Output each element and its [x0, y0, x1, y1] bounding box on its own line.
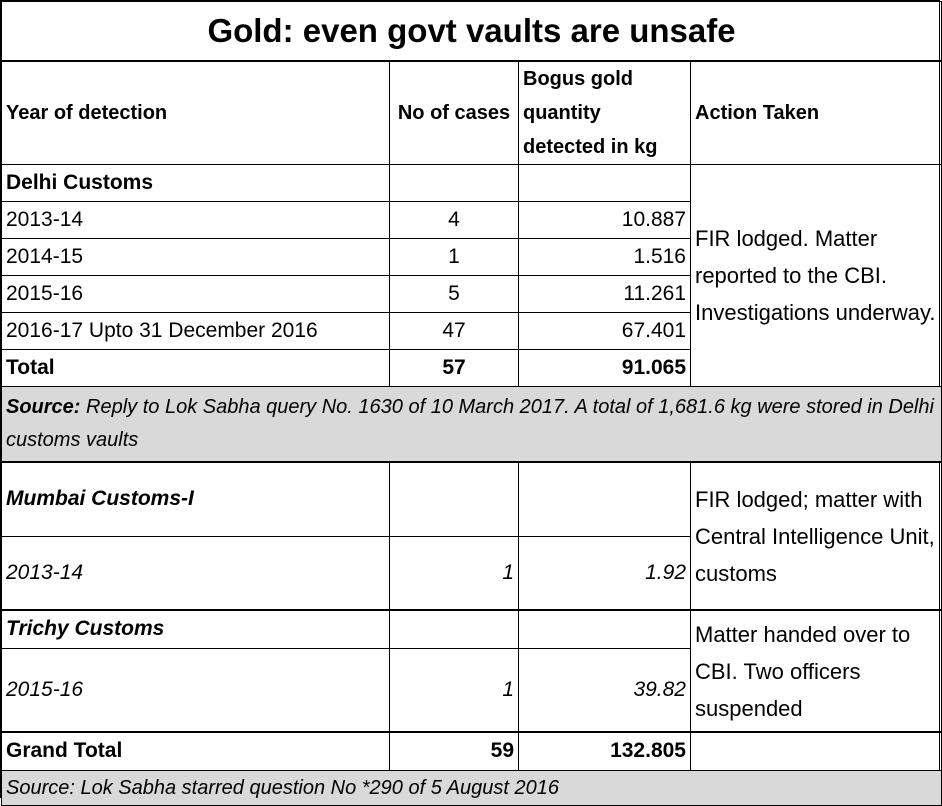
delhi-source: Source: Reply to Lok Sabha query No. 163…: [0, 386, 942, 463]
section-row-mumbai: Mumbai Customs-I FIR lodged; matter with…: [1, 461, 942, 611]
cases-cell: 1: [389, 647, 519, 733]
section-row-trichy: Trichy Customs Matter handed over to CBI…: [1, 609, 942, 733]
header-row: Year of detection No of cases Bogus gold…: [1, 60, 942, 165]
section-label-mumbai: Mumbai Customs-I: [1, 461, 390, 537]
table-row: 2013-14 4 10.887: [1, 201, 942, 239]
delhi-source-row: Source: Reply to Lok Sabha query No. 163…: [0, 386, 942, 463]
table-row: 2015-16 1 39.82: [1, 647, 942, 733]
grand-total-row: Grand Total 59 132.805: [1, 731, 942, 771]
total-label: Total: [1, 349, 390, 387]
year-cell: 2013-14: [1, 201, 390, 239]
table-row: 2013-14 1 1.92: [1, 535, 942, 611]
section-label-delhi: Delhi Customs: [1, 164, 390, 202]
header-cases: No of cases: [389, 60, 519, 165]
qty-cell: 1.516: [518, 238, 691, 276]
qty-cell: 67.401: [518, 312, 691, 350]
qty-cell: 39.82: [518, 647, 691, 733]
header-action: Action Taken: [689, 60, 942, 165]
grand-total-qty: 132.805: [518, 731, 691, 771]
year-cell: 2013-14: [1, 535, 390, 611]
year-cell: 2015-16: [1, 275, 390, 313]
grand-total-cases: 59: [389, 731, 519, 771]
delhi-action: FIR lodged. Matter reported to the CBI. …: [689, 164, 942, 387]
cases-cell: 1: [389, 238, 519, 276]
total-row: Total 57 91.065: [1, 349, 942, 387]
section-row-delhi: Delhi Customs FIR lodged. Matter reporte…: [1, 164, 942, 387]
section-label-trichy: Trichy Customs: [1, 609, 390, 649]
qty-cell: 10.887: [518, 201, 691, 239]
header-quantity: Bogus gold quantity detected in kg: [518, 60, 691, 165]
cases-cell: 4: [389, 201, 519, 239]
qty-cell: 1.92: [518, 535, 691, 611]
trichy-action: Matter handed over to CBI. Two officers …: [689, 609, 942, 733]
cases-cell: 47: [389, 312, 519, 350]
cases-cell: 5: [389, 275, 519, 313]
qty-cell: 11.261: [518, 275, 691, 313]
total-qty: 91.065: [518, 349, 691, 387]
header-year: Year of detection: [1, 60, 390, 165]
source-label: Source:: [6, 396, 81, 418]
grand-total-label: Grand Total: [1, 731, 390, 771]
cases-cell: 1: [389, 535, 519, 611]
year-cell: 2016-17 Upto 31 December 2016: [1, 312, 390, 350]
source-text: Reply to Lok Sabha query No. 1630 of 10 …: [6, 396, 934, 451]
mumbai-action: FIR lodged; matter with Central Intellig…: [689, 461, 942, 611]
page-title: Gold: even govt vaults are unsafe: [0, 1, 942, 62]
year-cell: 2015-16: [1, 647, 390, 733]
total-cases: 57: [389, 349, 519, 387]
table-row: 2016-17 Upto 31 December 2016 47 67.401: [1, 312, 942, 350]
year-cell: 2014-15: [1, 238, 390, 276]
